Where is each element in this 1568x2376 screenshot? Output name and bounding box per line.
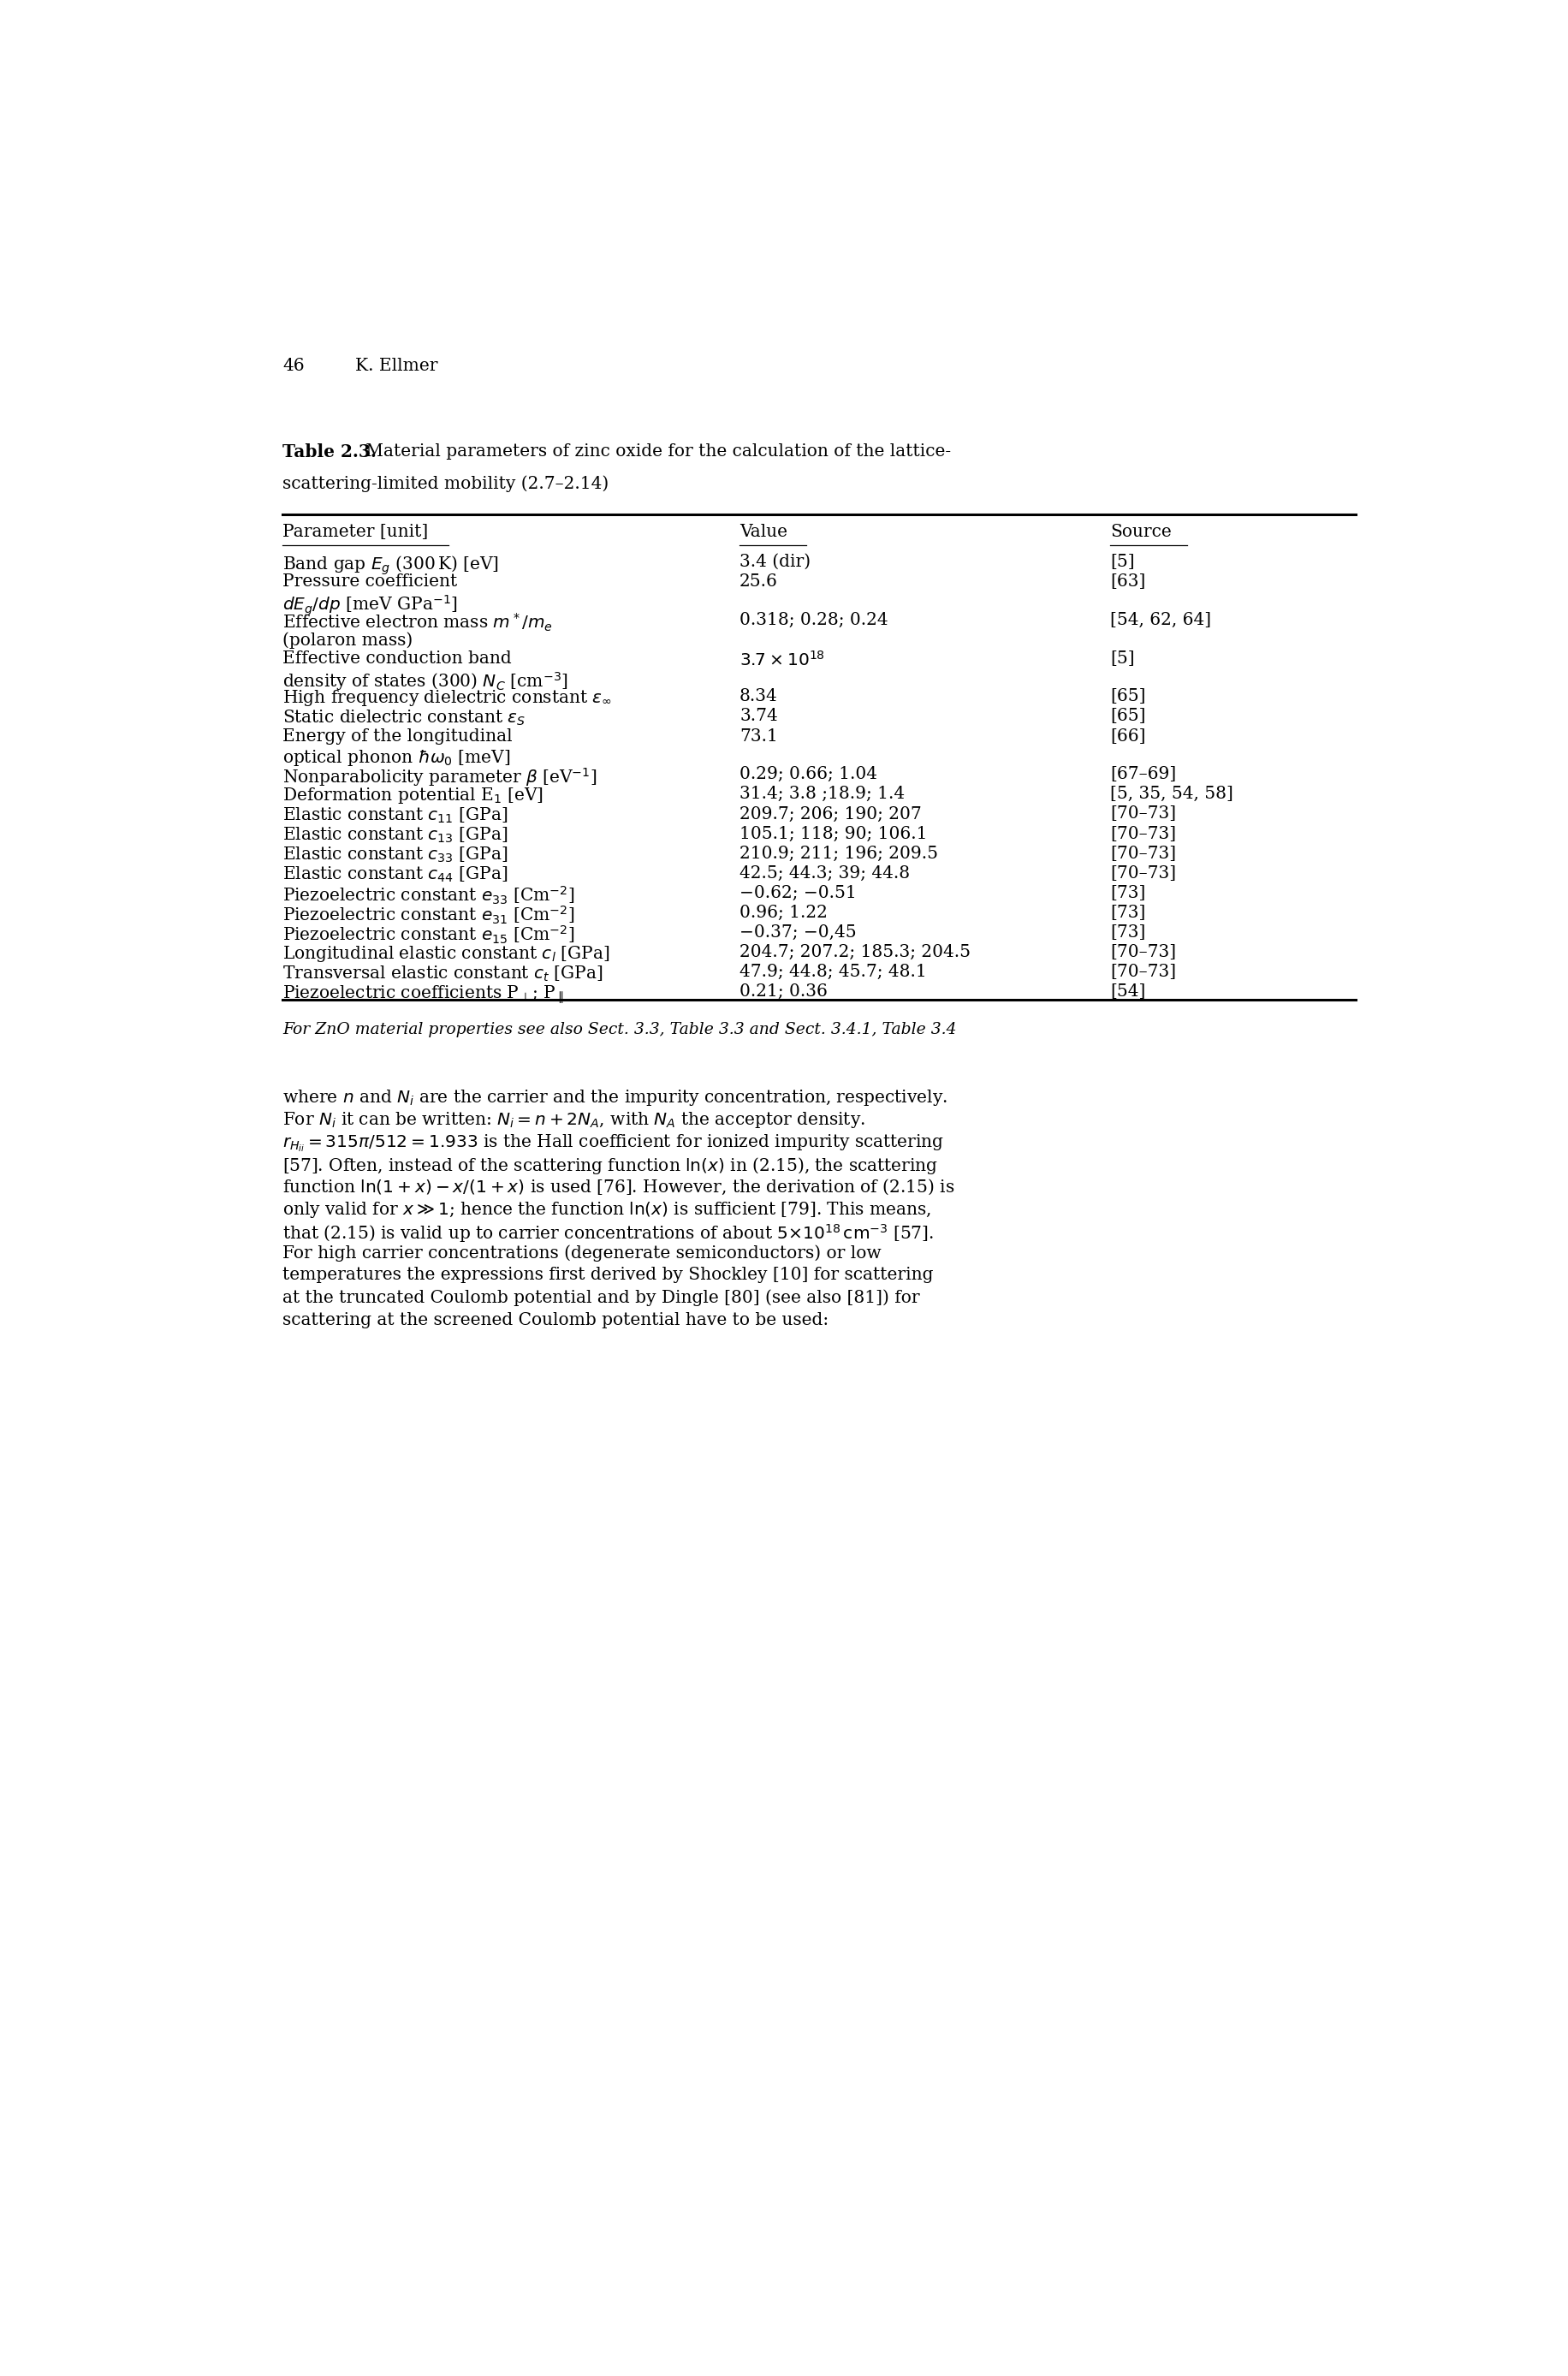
Text: [5]: [5]: [1110, 554, 1134, 570]
Text: 0.21; 0.36: 0.21; 0.36: [739, 984, 828, 1000]
Text: High frequency dielectric constant $\varepsilon_{\infty}$: High frequency dielectric constant $\var…: [282, 689, 612, 708]
Text: [65]: [65]: [1110, 708, 1145, 725]
Text: K. Ellmer: K. Ellmer: [356, 359, 437, 373]
Text: Pressure coefficient: Pressure coefficient: [282, 573, 456, 589]
Text: [70–73]: [70–73]: [1110, 943, 1176, 960]
Text: Longitudinal elastic constant $c_l$ [GPa]: Longitudinal elastic constant $c_l$ [GPa…: [282, 943, 610, 965]
Text: [73]: [73]: [1110, 905, 1145, 922]
Text: 0.96; 1.22: 0.96; 1.22: [739, 905, 828, 922]
Text: Static dielectric constant $\varepsilon_S$: Static dielectric constant $\varepsilon_…: [282, 708, 525, 727]
Text: Transversal elastic constant $c_t$ [GPa]: Transversal elastic constant $c_t$ [GPa]: [282, 965, 602, 984]
Text: 204.7; 207.2; 185.3; 204.5: 204.7; 207.2; 185.3; 204.5: [739, 943, 971, 960]
Text: Effective electron mass $m^*/m_e$: Effective electron mass $m^*/m_e$: [282, 613, 552, 634]
Text: Elastic constant $c_{11}$ [GPa]: Elastic constant $c_{11}$ [GPa]: [282, 805, 508, 824]
Text: Elastic constant $c_{33}$ [GPa]: Elastic constant $c_{33}$ [GPa]: [282, 846, 508, 865]
Text: optical phonon $\hbar\omega_0$ [meV]: optical phonon $\hbar\omega_0$ [meV]: [282, 748, 510, 767]
Text: [70–73]: [70–73]: [1110, 824, 1176, 841]
Text: where $n$ and $N_i$ are the carrier and the impurity concentration, respectively: where $n$ and $N_i$ are the carrier and …: [282, 1088, 947, 1107]
Text: only valid for $x \gg 1$; hence the function $\ln(x)$ is sufficient [79]. This m: only valid for $x \gg 1$; hence the func…: [282, 1200, 931, 1219]
Text: scattering at the screened Coulomb potential have to be used:: scattering at the screened Coulomb poten…: [282, 1312, 828, 1328]
Text: Parameter [unit]: Parameter [unit]: [282, 523, 428, 539]
Text: Piezoelectric constant $e_{33}$ [Cm$^{-2}$]: Piezoelectric constant $e_{33}$ [Cm$^{-2…: [282, 884, 574, 905]
Text: [66]: [66]: [1110, 727, 1145, 744]
Text: [70–73]: [70–73]: [1110, 865, 1176, 881]
Text: [70–73]: [70–73]: [1110, 965, 1176, 981]
Text: Value: Value: [739, 523, 787, 539]
Text: 25.6: 25.6: [739, 573, 778, 589]
Text: scattering-limited mobility (2.7–2.14): scattering-limited mobility (2.7–2.14): [282, 475, 608, 492]
Text: [67–69]: [67–69]: [1110, 765, 1176, 782]
Text: 3.74: 3.74: [739, 708, 778, 725]
Text: Piezoelectric constant $e_{31}$ [Cm$^{-2}$]: Piezoelectric constant $e_{31}$ [Cm$^{-2…: [282, 905, 574, 927]
Text: 0.318; 0.28; 0.24: 0.318; 0.28; 0.24: [739, 613, 887, 627]
Text: 209.7; 206; 190; 207: 209.7; 206; 190; 207: [739, 805, 920, 822]
Text: [54, 62, 64]: [54, 62, 64]: [1110, 613, 1210, 627]
Text: Piezoelectric constant $e_{15}$ [Cm$^{-2}$]: Piezoelectric constant $e_{15}$ [Cm$^{-2…: [282, 924, 574, 946]
Text: 210.9; 211; 196; 209.5: 210.9; 211; 196; 209.5: [739, 846, 938, 862]
Text: 46: 46: [282, 359, 304, 373]
Text: Elastic constant $c_{13}$ [GPa]: Elastic constant $c_{13}$ [GPa]: [282, 824, 508, 843]
Text: Energy of the longitudinal: Energy of the longitudinal: [282, 727, 513, 744]
Text: $r_{H_{ii}} = 315\pi/512 = 1.933$ is the Hall coefficient for ionized impurity s: $r_{H_{ii}} = 315\pi/512 = 1.933$ is the…: [282, 1133, 944, 1155]
Text: [73]: [73]: [1110, 924, 1145, 941]
Text: (polaron mass): (polaron mass): [282, 632, 412, 649]
Text: function $\ln(1+x)-x/(1+x)$ is used [76]. However, the derivation of (2.15) is: function $\ln(1+x)-x/(1+x)$ is used [76]…: [282, 1178, 953, 1198]
Text: $3.7 \times 10^{18}$: $3.7 \times 10^{18}$: [739, 651, 825, 670]
Text: density of states (300) $N_C$ [cm$^{-3}$]: density of states (300) $N_C$ [cm$^{-3}$…: [282, 670, 568, 691]
Text: 42.5; 44.3; 39; 44.8: 42.5; 44.3; 39; 44.8: [739, 865, 909, 881]
Text: Piezoelectric coefficients P$_{\perp}$; P$_{\parallel}$: Piezoelectric coefficients P$_{\perp}$; …: [282, 984, 563, 1005]
Text: Deformation potential E$_1$ [eV]: Deformation potential E$_1$ [eV]: [282, 786, 543, 805]
Text: Elastic constant $c_{44}$ [GPa]: Elastic constant $c_{44}$ [GPa]: [282, 865, 508, 884]
Text: Material parameters of zinc oxide for the calculation of the lattice-: Material parameters of zinc oxide for th…: [361, 444, 950, 459]
Text: [70–73]: [70–73]: [1110, 846, 1176, 862]
Text: [57]. Often, instead of the scattering function $\ln(x)$ in (2.15), the scatteri: [57]. Often, instead of the scattering f…: [282, 1155, 938, 1176]
Text: Nonparabolicity parameter $\beta$ [eV$^{-1}$]: Nonparabolicity parameter $\beta$ [eV$^{…: [282, 765, 596, 789]
Text: $dE_g/dp$ [meV GPa$^{-1}$]: $dE_g/dp$ [meV GPa$^{-1}$]: [282, 594, 458, 618]
Text: Source: Source: [1110, 523, 1171, 539]
Text: Band gap $E_g$ (300$\,$K) [eV]: Band gap $E_g$ (300$\,$K) [eV]: [282, 554, 499, 577]
Text: Effective conduction band: Effective conduction band: [282, 651, 511, 668]
Text: For high carrier concentrations (degenerate semiconductors) or low: For high carrier concentrations (degener…: [282, 1245, 881, 1262]
Text: 3.4 (dir): 3.4 (dir): [739, 554, 811, 570]
Text: [73]: [73]: [1110, 884, 1145, 901]
Text: [63]: [63]: [1110, 573, 1145, 589]
Text: that (2.15) is valid up to carrier concentrations of about $5{\times}10^{18}\,\m: that (2.15) is valid up to carrier conce…: [282, 1221, 933, 1245]
Text: 31.4; 3.8 ;18.9; 1.4: 31.4; 3.8 ;18.9; 1.4: [739, 786, 905, 803]
Text: [5]: [5]: [1110, 651, 1134, 668]
Text: For ZnO material properties see also Sect. 3.3, Table 3.3 and Sect. 3.4.1, Table: For ZnO material properties see also Sec…: [282, 1022, 956, 1038]
Text: [70–73]: [70–73]: [1110, 805, 1176, 822]
Text: 0.29; 0.66; 1.04: 0.29; 0.66; 1.04: [739, 765, 877, 782]
Text: at the truncated Coulomb potential and by Dingle [80] (see also [81]) for: at the truncated Coulomb potential and b…: [282, 1290, 919, 1307]
Text: 73.1: 73.1: [739, 727, 778, 744]
Text: temperatures the expressions first derived by Shockley [10] for scattering: temperatures the expressions first deriv…: [282, 1266, 933, 1283]
Text: −0.37; −0,45: −0.37; −0,45: [739, 924, 856, 941]
Text: −0.62; −0.51: −0.62; −0.51: [739, 884, 856, 901]
Text: For $N_i$ it can be written: $N_i = n + 2N_A$, with $N_A$ the acceptor density.: For $N_i$ it can be written: $N_i = n + …: [282, 1110, 864, 1131]
Text: [5, 35, 54, 58]: [5, 35, 54, 58]: [1110, 786, 1232, 803]
Text: [54]: [54]: [1110, 984, 1145, 1000]
Text: 105.1; 118; 90; 106.1: 105.1; 118; 90; 106.1: [739, 824, 927, 841]
Text: 8.34: 8.34: [739, 689, 778, 706]
Text: 47.9; 44.8; 45.7; 48.1: 47.9; 44.8; 45.7; 48.1: [739, 965, 927, 981]
Text: Table 2.3.: Table 2.3.: [282, 444, 376, 461]
Text: [65]: [65]: [1110, 689, 1145, 706]
